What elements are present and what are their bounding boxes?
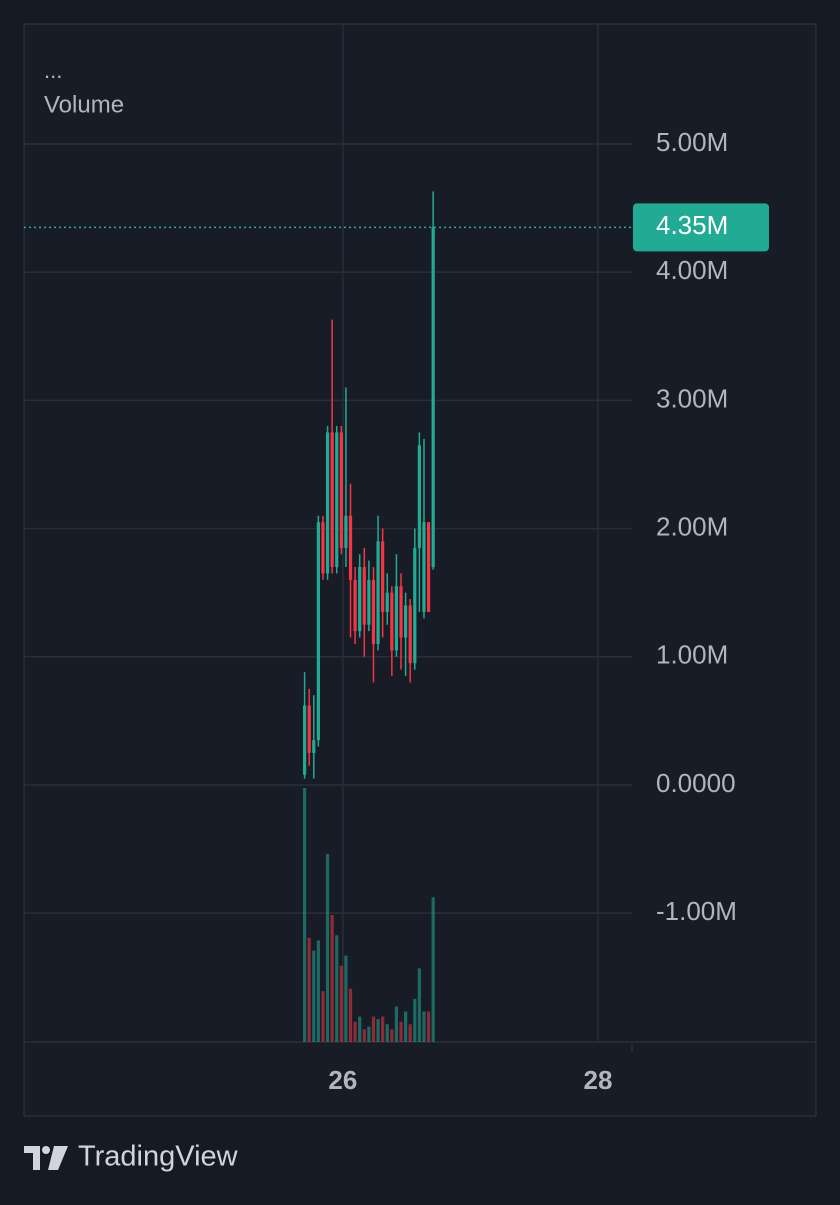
volume-bar	[362, 1029, 366, 1042]
volume-bar	[371, 1016, 376, 1042]
candle-body	[431, 227, 435, 568]
candle-body	[302, 705, 307, 775]
candle-body	[399, 586, 403, 638]
volume-bar	[358, 1016, 362, 1042]
y-tick-label: 1.00M	[656, 640, 728, 670]
logo-part	[48, 1146, 68, 1170]
y-tick-label: 5.00M	[656, 127, 728, 157]
legend-dots[interactable]: ...	[44, 58, 62, 83]
brand-name[interactable]: TradingView	[78, 1141, 239, 1173]
volume-bar	[321, 991, 325, 1042]
candle-body	[330, 432, 334, 568]
volume-bar	[408, 1024, 412, 1042]
candle-body	[325, 432, 330, 574]
volume-bar	[381, 1016, 385, 1042]
candle-body	[385, 592, 389, 612]
y-tick-label: 2.00M	[656, 511, 728, 541]
volume-bar	[394, 1006, 399, 1042]
volume-bar	[385, 1024, 389, 1042]
candle-body	[417, 445, 421, 548]
candle-body	[358, 567, 362, 632]
y-tick-label: 3.00M	[656, 383, 728, 413]
volume-bar	[426, 1011, 431, 1042]
volume-bar	[399, 1021, 403, 1042]
volume-bar	[376, 1019, 380, 1042]
candle-body	[376, 541, 380, 644]
brand-logo	[24, 1146, 68, 1170]
volume-bar	[390, 1029, 394, 1042]
candle-body	[335, 432, 339, 568]
legend-title[interactable]: Volume	[44, 91, 124, 118]
candle-body	[339, 432, 343, 548]
x-tick-label: 28	[583, 1065, 612, 1095]
candle-body	[371, 579, 376, 644]
volume-bar	[353, 1021, 357, 1042]
candle-body	[321, 522, 325, 574]
candle-body	[362, 567, 366, 625]
candle-body	[381, 541, 385, 612]
logo-part	[42, 1146, 50, 1154]
volume-bar	[417, 968, 421, 1042]
y-tick-label: 0.0000	[656, 768, 736, 798]
volume-bar	[312, 950, 316, 1042]
last-price-badge	[633, 203, 769, 252]
volume-bar	[367, 1026, 371, 1042]
volume-bar	[339, 965, 343, 1042]
candle-body	[422, 522, 426, 612]
labels: 5.00M 4.00M 3.00M 2.00M 1.00M 0.0000 -1.00M 26 2…	[328, 127, 769, 1095]
last-price-label: 4.35M	[656, 210, 728, 240]
marks	[24, 191, 632, 1042]
volume-bar	[422, 1011, 426, 1042]
candle-body	[353, 579, 357, 632]
volume-bar	[413, 998, 417, 1042]
candle-body	[390, 592, 394, 651]
candle-body	[316, 522, 320, 741]
candle-body	[426, 522, 431, 612]
candle-body	[404, 605, 408, 638]
candle-body	[367, 579, 371, 625]
volume-bar	[325, 854, 330, 1042]
candle-body	[312, 740, 316, 753]
volume-bar	[316, 940, 320, 1042]
y-tick-label: -1.00M	[656, 896, 737, 926]
y-tick-label: 4.00M	[656, 255, 728, 285]
volume-bar	[302, 788, 307, 1042]
logo-part	[24, 1146, 40, 1170]
volume-bar	[307, 937, 311, 1042]
volume-bar	[348, 988, 353, 1042]
candle-body	[394, 586, 399, 651]
candle-body	[408, 605, 412, 664]
candle-body	[348, 515, 353, 580]
x-tick-label: 26	[328, 1065, 357, 1095]
candle-body	[413, 547, 417, 664]
candle-body	[344, 515, 348, 548]
volume-bar	[330, 915, 334, 1042]
volume-bar	[344, 955, 348, 1042]
volume-bar	[335, 935, 339, 1042]
volume-bar	[431, 897, 435, 1042]
volume-bar	[404, 1011, 408, 1042]
candle-body	[307, 705, 311, 753]
